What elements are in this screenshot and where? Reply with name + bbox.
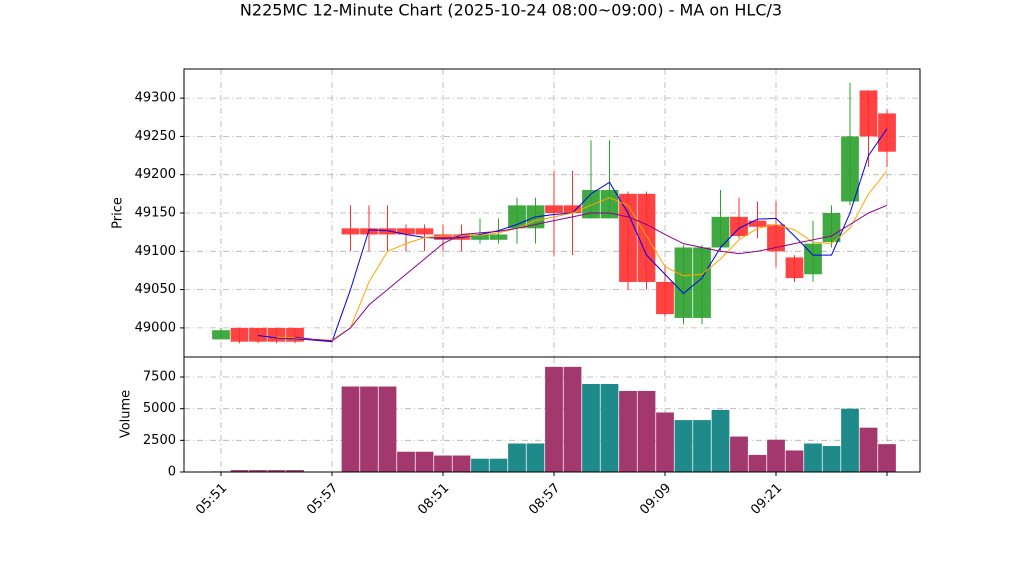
y-tick-label: 49250	[135, 129, 176, 144]
volume-bar	[656, 412, 674, 472]
candle-body	[489, 234, 508, 240]
candle-body	[804, 243, 822, 275]
y-tick-label: 2500	[143, 433, 176, 448]
volume-bar	[582, 383, 600, 472]
volume-bar	[841, 408, 859, 472]
volume-bar	[785, 450, 804, 472]
candle-body	[415, 228, 434, 235]
candle-body	[748, 220, 767, 227]
candle-body	[674, 247, 693, 318]
volume-bar	[489, 458, 508, 472]
chart-title: N225MC 12-Minute Chart (2025-10-24 08:00…	[240, 1, 782, 20]
y-tick-label: 0	[168, 465, 176, 480]
volume-bar	[600, 383, 619, 472]
candle-body	[563, 205, 582, 213]
volume-axis-label: Volume	[119, 390, 134, 438]
ma-line	[294, 204, 888, 342]
volume-bar	[508, 443, 526, 472]
volume-bar	[341, 386, 360, 472]
volume-bar	[767, 439, 785, 472]
candle-body	[693, 247, 711, 318]
y-tick-label: 49200	[135, 167, 176, 182]
y-axis-label: Price	[111, 197, 126, 229]
candle-body	[767, 224, 785, 252]
volume-bar	[637, 390, 656, 472]
volume-bar	[748, 454, 767, 472]
x-tick-label: 09:21	[748, 481, 785, 518]
x-tick-label: 05:51	[193, 481, 230, 518]
volume-frame	[183, 356, 921, 473]
y-tick-label: 49300	[135, 91, 176, 106]
candle-body	[341, 228, 360, 235]
candle-body	[785, 257, 804, 279]
ma-line	[276, 170, 888, 341]
volume-bar	[804, 443, 822, 472]
candle-body	[859, 90, 878, 137]
candle-body	[249, 327, 267, 342]
y-tick-label: 49000	[135, 320, 176, 335]
candle-body	[378, 228, 397, 235]
candle-body	[600, 190, 619, 219]
volume-bar	[674, 420, 693, 472]
candle-body	[267, 327, 286, 342]
volume-bar	[711, 409, 730, 472]
x-tick-label: 05:57	[304, 481, 341, 518]
volume-bar	[859, 427, 878, 472]
x-tick-label: 08:51	[415, 481, 452, 518]
volume-bar	[415, 451, 434, 472]
volume-bar	[730, 436, 748, 472]
candle-body	[230, 327, 249, 342]
candle-body	[397, 228, 415, 235]
volume-bar	[878, 444, 896, 472]
candle-body	[212, 330, 230, 340]
volume-bar	[230, 470, 249, 472]
volume-bar	[267, 470, 286, 472]
volume-bar	[822, 446, 841, 472]
volume-bar	[397, 451, 415, 472]
y-tick-label: 7500	[143, 370, 176, 385]
volume-bar	[286, 470, 304, 472]
candle-body	[434, 234, 452, 240]
candle-body	[822, 213, 841, 243]
volume-bar	[434, 455, 452, 472]
volume-bar	[693, 420, 711, 472]
volume-bar	[563, 366, 582, 472]
volume-bar	[545, 366, 563, 472]
candle-body	[545, 205, 563, 213]
plot-layer: 49000 49050 49100 49150 49200 49250 49300 0 2500…	[135, 69, 920, 518]
candle-body	[656, 281, 674, 315]
x-tick-label: 08:57	[526, 481, 563, 518]
volume-bar	[619, 390, 637, 472]
candle-body	[711, 216, 730, 248]
candle-body	[878, 113, 896, 152]
candle-body	[619, 193, 637, 282]
volume-bar	[452, 455, 471, 472]
y-tick-label: 49100	[135, 244, 176, 259]
y-tick-label: 5000	[143, 401, 176, 416]
y-tick-label: 49050	[135, 282, 176, 297]
candle-body	[471, 234, 489, 240]
y-tick-label: 49150	[135, 206, 176, 221]
volume-bar	[526, 443, 545, 472]
volume-bar	[249, 470, 267, 472]
candle-body	[582, 190, 600, 219]
candle-body	[841, 136, 859, 202]
volume-bar	[360, 386, 378, 472]
candle-body	[730, 216, 748, 236]
volume-bar	[378, 386, 397, 472]
x-tick-label: 09:09	[637, 481, 674, 518]
volume-bar	[471, 458, 489, 472]
candle-body	[637, 193, 656, 282]
